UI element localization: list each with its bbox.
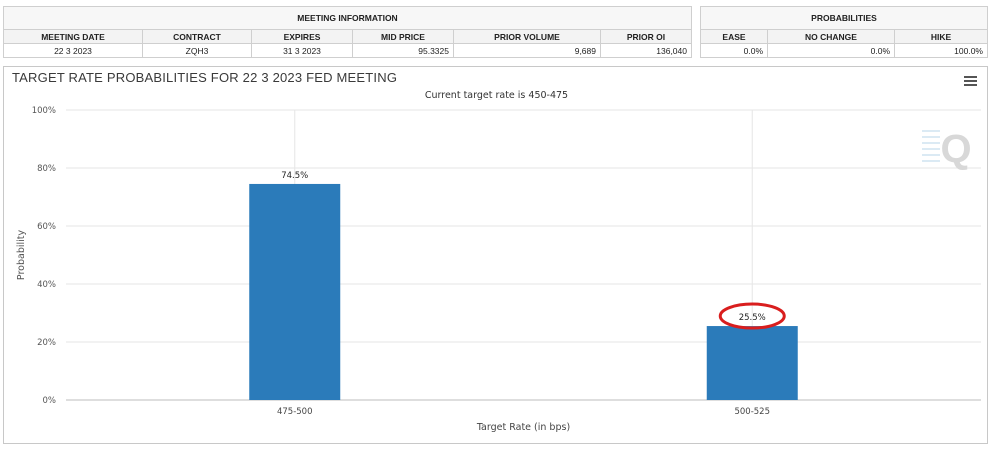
- y-tick-label: 60%: [37, 222, 56, 232]
- data-label: 74.5%: [281, 171, 308, 181]
- chart-title: TARGET RATE PROBABILITIES FOR 22 3 2023 …: [12, 70, 398, 85]
- prior-oi-value: 136,040: [600, 43, 692, 58]
- col-prior-volume: PRIOR VOLUME: [453, 29, 601, 44]
- no-change-value: 0.0%: [767, 43, 895, 58]
- y-tick-label: 0%: [43, 396, 57, 406]
- table-row: 22 3 2023 ZQH3 31 3 2023 95.3325 9,689 1…: [3, 43, 692, 58]
- y-tick-label: 40%: [37, 280, 56, 290]
- col-ease: EASE: [700, 29, 768, 44]
- mid-price-value: 95.3325: [352, 43, 454, 58]
- hike-value: 100.0%: [894, 43, 988, 58]
- y-tick-label: 100%: [32, 106, 56, 116]
- col-expires: EXPIRES: [251, 29, 353, 44]
- probabilities-header: PROBABILITIES: [700, 6, 988, 30]
- meeting-information-table: MEETING INFORMATION MEETING DATE CONTRAC…: [3, 6, 692, 58]
- bar-500-525: [706, 326, 798, 400]
- x-tick-label: 500-525: [734, 407, 770, 417]
- highlight-circle: [718, 302, 786, 330]
- table-row: 0.0% 0.0% 100.0%: [700, 43, 988, 58]
- y-tick-label: 20%: [37, 338, 56, 348]
- chart-subtitle: Current target rate is 450-475: [424, 90, 569, 101]
- col-meeting-date: MEETING DATE: [3, 29, 143, 44]
- x-tick-label: 475-500: [277, 407, 313, 417]
- x-axis-title: Target Rate (in bps): [476, 422, 570, 433]
- watermark-logo: Q: [940, 127, 971, 171]
- probabilities-table: PROBABILITIES EASE NO CHANGE HIKE 0.0% 0…: [700, 6, 988, 58]
- hamburger-menu-icon[interactable]: [964, 76, 977, 88]
- y-tick-label: 80%: [37, 164, 56, 174]
- col-mid-price: MID PRICE: [352, 29, 454, 44]
- col-prior-oi: PRIOR OI: [600, 29, 692, 44]
- bar-chart: 0% 20% 40% 60% 80% 100% 74.5% 475-500 25.5% 500-5…: [16, 106, 981, 433]
- bar-475-500: [249, 183, 341, 400]
- y-axis-title: Probability: [16, 230, 27, 281]
- ease-value: 0.0%: [700, 43, 768, 58]
- contract-value: ZQH3: [142, 43, 252, 58]
- col-no-change: NO CHANGE: [767, 29, 895, 44]
- meeting-information-header: MEETING INFORMATION: [3, 6, 692, 30]
- expires-value: 31 3 2023: [251, 43, 353, 58]
- col-contract: CONTRACT: [142, 29, 252, 44]
- prior-volume-value: 9,689: [453, 43, 601, 58]
- col-hike: HIKE: [894, 29, 988, 44]
- chart-container: 0% 20% 40% 60% 80% 100% 74.5% 475-500 25.5% 500-5…: [3, 66, 988, 444]
- meeting-date-value: 22 3 2023: [3, 43, 143, 58]
- data-label: 25.5%: [739, 313, 766, 323]
